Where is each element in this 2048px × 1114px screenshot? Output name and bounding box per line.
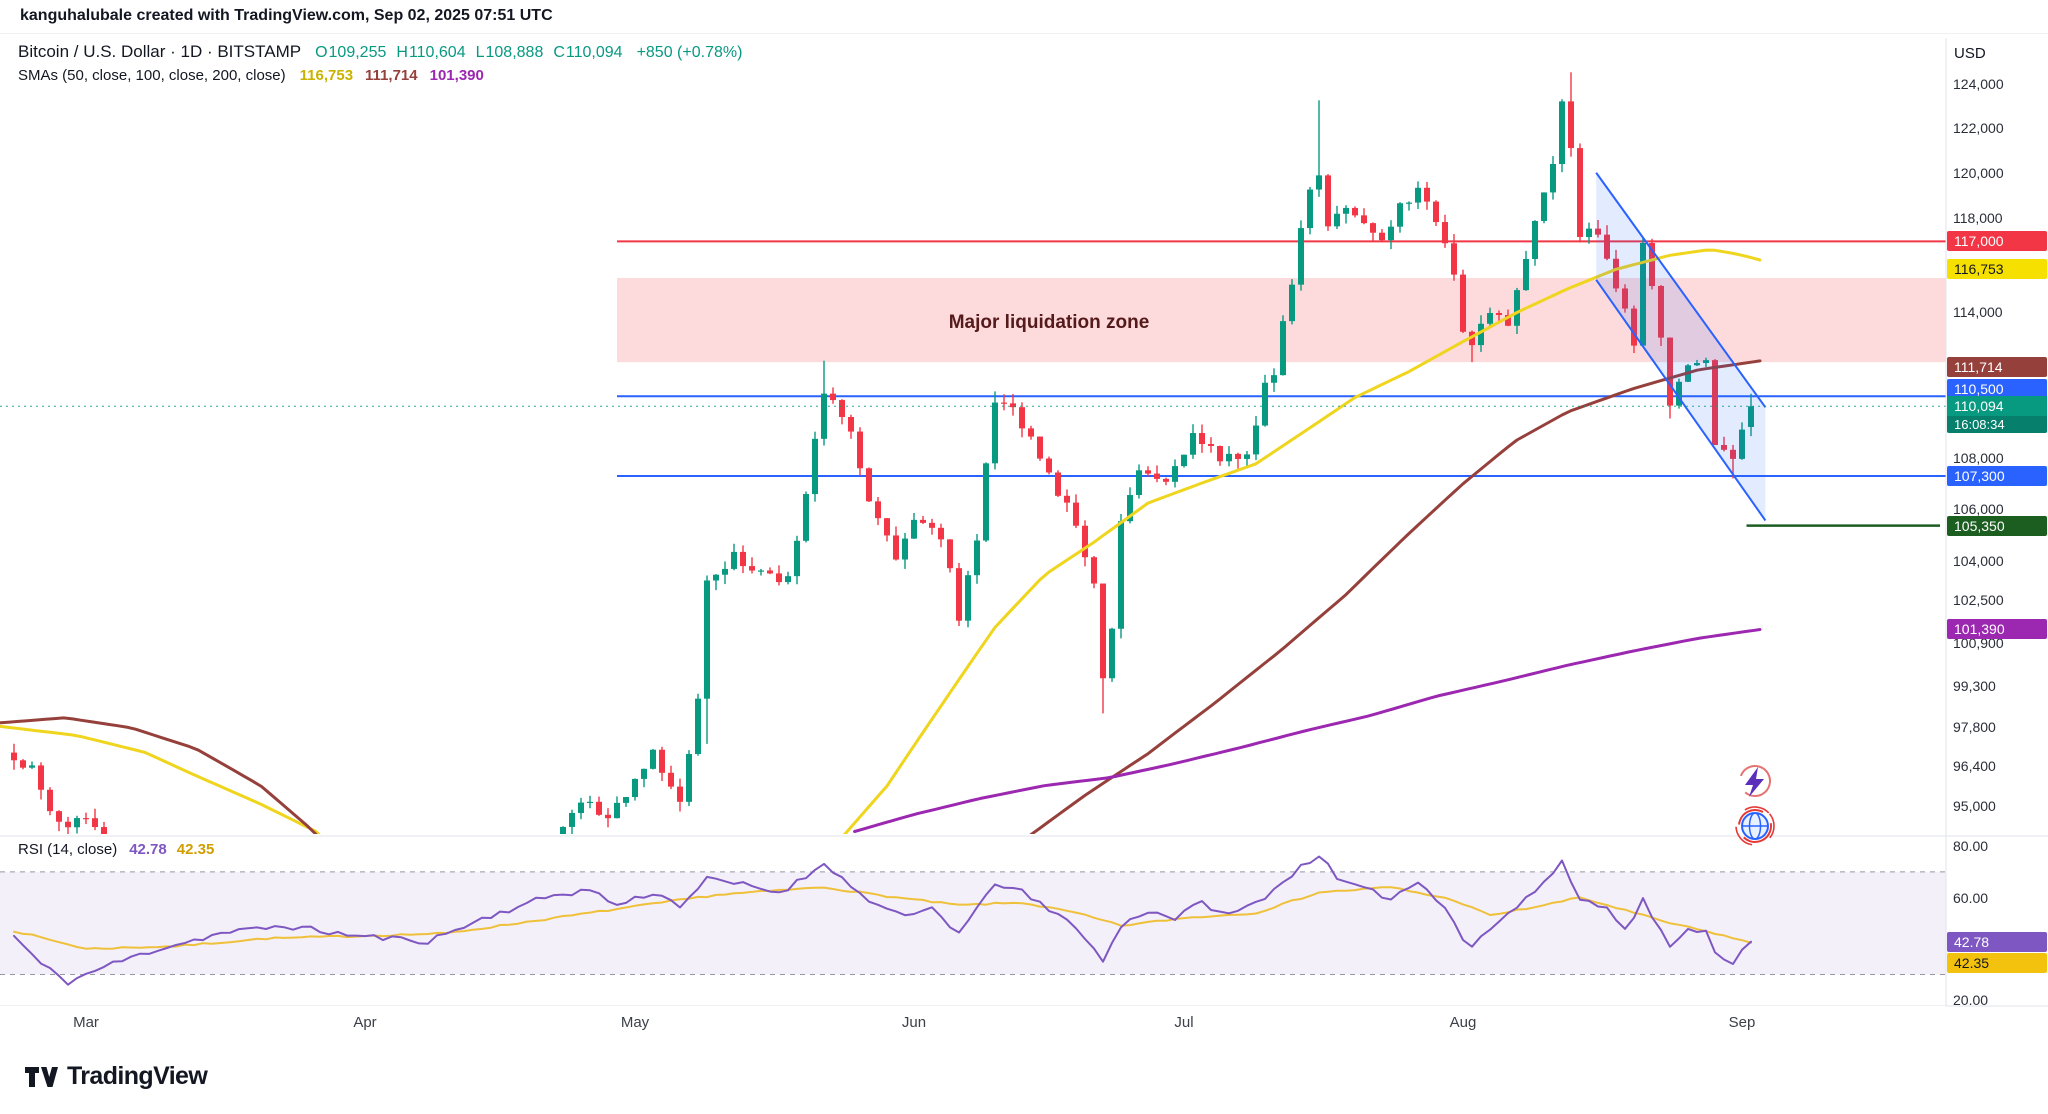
symbol-title[interactable]: Bitcoin / U.S. Dollar · 1D · BITSTAMP xyxy=(18,42,302,61)
price-tick: 95,000 xyxy=(1953,797,1996,814)
price-tick: 114,000 xyxy=(1953,303,2003,320)
candlestick-series xyxy=(11,72,1754,834)
sma-100-line-0[interactable] xyxy=(0,716,339,861)
globe-sticker-icon[interactable] xyxy=(1732,799,1778,848)
rsi-value-0: 42.78 xyxy=(129,841,167,858)
sma-50-line-0[interactable] xyxy=(0,724,357,884)
price-tick: 97,800 xyxy=(1953,719,1996,736)
rsi-tick: 20.00 xyxy=(1953,992,1989,1009)
price-tick: 104,000 xyxy=(1953,552,2004,569)
price-pane[interactable]: Major liquidation zone xyxy=(0,72,1946,1114)
ohlc-o: O 109,255 xyxy=(315,44,387,61)
month-label-sep: Sep xyxy=(1728,1014,1756,1031)
price-tick: 108,000 xyxy=(1953,450,2004,467)
price-tick: 96,400 xyxy=(1953,758,1996,775)
sticker-icons[interactable] xyxy=(1732,762,1778,848)
rsi-ma-line[interactable] xyxy=(13,886,1752,950)
ohlc-c: C 110,094 xyxy=(553,44,623,61)
ohlc-l: L 108,888 xyxy=(475,44,544,61)
rsi-value-1: 42.35 xyxy=(176,841,215,858)
parallel-channel[interactable] xyxy=(1596,172,1766,521)
tradingview-logo-icon xyxy=(25,1066,58,1087)
price-tick: 124,000 xyxy=(1953,75,2004,92)
month-label-mar: Mar xyxy=(73,1014,99,1031)
sma-value-2: 101,390 xyxy=(429,67,484,84)
rsi-tick: 80.00 xyxy=(1953,838,1989,855)
axis-label-110094: 110,094 16:08:34 xyxy=(1947,396,2047,434)
rsi-band xyxy=(0,871,1946,975)
footer-bar: TradingView xyxy=(0,1040,2048,1114)
rsi-pane[interactable] xyxy=(0,855,1946,986)
axis-label-117000: 117,000 xyxy=(1947,231,2047,252)
price-tick: 118,000 xyxy=(1953,210,2003,227)
sma-legend-label: SMAs (50, close, 100, close, 200, close) xyxy=(18,67,286,84)
sma-50-line-1[interactable] xyxy=(842,248,1762,837)
axis-label-101390: 101,390 xyxy=(1947,619,2047,640)
rsi-tick: 60.00 xyxy=(1953,889,1989,906)
axis-label-42.35: 42.35 xyxy=(1947,952,2047,973)
month-label-may: May xyxy=(620,1014,650,1031)
rsi-legend-label: RSI (14, close) xyxy=(18,841,118,858)
axis-label-116753: 116,753 xyxy=(1947,259,2047,280)
attribution-bar: kanguhalubale created with TradingView.c… xyxy=(0,0,2048,34)
sma-legend[interactable]: SMAs (50, close, 100, close, 200, close)… xyxy=(18,67,484,84)
price-scale[interactable]: USD 124,000 122,000 120,000 118,000 114,000 1… xyxy=(1946,0,2048,1040)
sma-values: 116,753 111,714 101,390 xyxy=(300,67,484,84)
tradingview-logo[interactable]: TradingView xyxy=(24,1062,208,1091)
sma-200-line-0[interactable] xyxy=(853,628,1762,833)
month-label-aug: Aug xyxy=(1449,1014,1477,1031)
ohlc-values: O 109,255 H 110,604 L 108,888 C 110,094 xyxy=(315,44,622,62)
attribution-text: kanguhalubale created with TradingView.c… xyxy=(20,7,553,24)
sma-100-line-1[interactable] xyxy=(1029,359,1762,835)
price-scale-currency: USD xyxy=(1954,45,1986,62)
tradingview-logo-text: TradingView xyxy=(67,1062,208,1090)
lightning-sticker-icon[interactable] xyxy=(1735,762,1776,801)
price-tick: 122,000 xyxy=(1953,119,2004,136)
axis-label-107300: 107,300 xyxy=(1947,465,2047,486)
axis-label-42.78: 42.78 xyxy=(1947,931,2047,952)
rsi-line[interactable] xyxy=(13,855,1752,986)
price-tick: 120,000 xyxy=(1953,164,2004,181)
price-tick: 106,000 xyxy=(1953,500,2004,517)
rsi-legend[interactable]: RSI (14, close) 42.78 42.35 xyxy=(18,841,214,858)
sma-value-0: 116,753 xyxy=(299,67,354,84)
axis-label-110500: 110,500 xyxy=(1947,379,2047,400)
change-value: +850 (+0.78%) xyxy=(636,44,743,61)
month-label-jun: Jun xyxy=(901,1014,927,1031)
month-label-jul: Jul xyxy=(1174,1014,1194,1031)
time-scale[interactable]: Mar Apr May Jun Jul Aug Sep xyxy=(0,1006,1946,1040)
ohlc-h: H 110,604 xyxy=(396,44,466,61)
price-tick: 99,300 xyxy=(1953,677,1996,694)
rsi-values: 42.78 42.35 xyxy=(129,841,214,858)
axis-label-111714: 111,714 xyxy=(1947,356,2047,377)
sma-value-1: 111,714 xyxy=(365,67,418,84)
price-tick: 102,500 xyxy=(1953,591,2004,608)
month-label-apr: Apr xyxy=(353,1014,377,1031)
axis-label-105350: 105,350 xyxy=(1947,515,2047,536)
zone-label: Major liquidation zone xyxy=(949,312,1150,333)
